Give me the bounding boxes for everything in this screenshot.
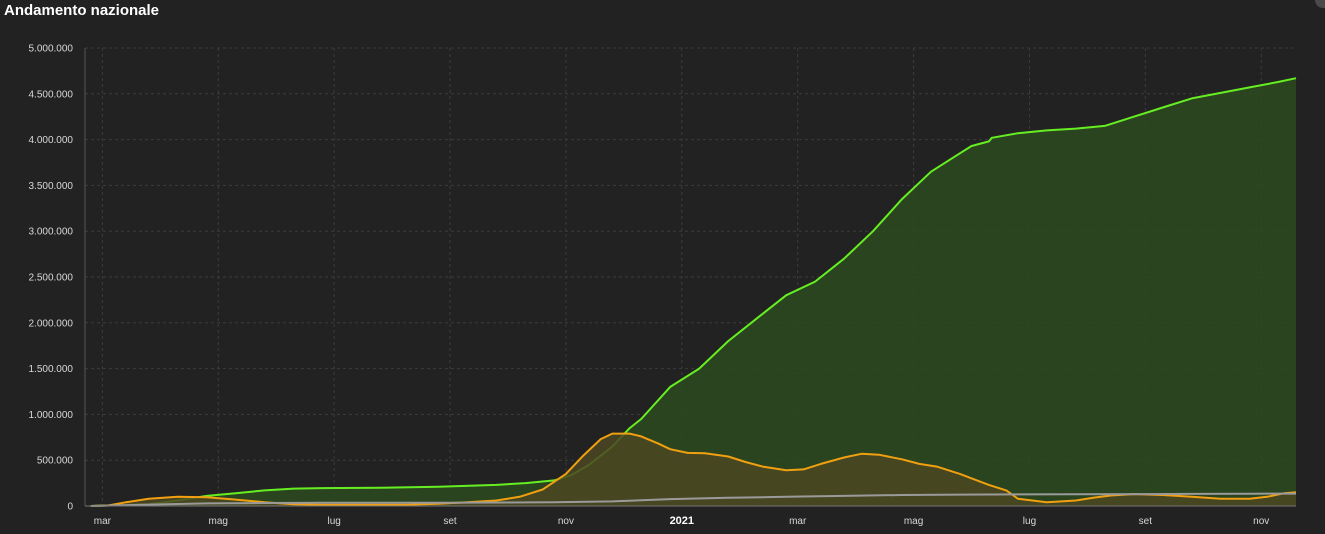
y-tick-label: 3.000.000 [29,227,74,238]
series-0-line [90,77,1297,507]
corner-toggle-icon[interactable] [1315,0,1325,8]
x-tick-label: lug [1023,516,1036,527]
y-tick-label: 2.500.000 [29,273,74,284]
series-0-area [90,78,1296,506]
y-tick-label: 4.000.000 [29,135,74,146]
x-tick-label: set [1139,516,1153,527]
y-tick-label: 5.000.000 [29,44,74,55]
series-2-line [90,492,1297,507]
y-tick-label: 4.500.000 [29,89,74,100]
y-tick-label: 500.000 [37,456,74,467]
y-tick-label: 0 [67,502,73,513]
y-tick-label: 2.000.000 [29,318,74,329]
x-tick-label: set [443,516,457,527]
y-tick-label: 1.500.000 [29,364,74,375]
x-tick-label: mag [904,516,923,527]
y-tick-label: 1.000.000 [29,410,74,421]
x-tick-label: mag [209,516,228,527]
x-tick-label: nov [1253,516,1269,527]
y-tick-label: 3.500.000 [29,181,74,192]
series-1-area [90,433,1296,506]
x-tick-label: mar [789,516,807,527]
x-tick-label: mar [94,516,112,527]
x-tick-label: lug [327,516,340,527]
series-1-line [90,432,1297,507]
chart-title: Andamento nazionale [4,2,160,19]
axes: 0 500.000 1.000.000 1.500.000 2.000.000 2.500… [29,44,1296,527]
series-layer [90,77,1297,507]
x-tick-label: 2021 [670,515,694,527]
x-tick-label: nov [558,516,574,527]
